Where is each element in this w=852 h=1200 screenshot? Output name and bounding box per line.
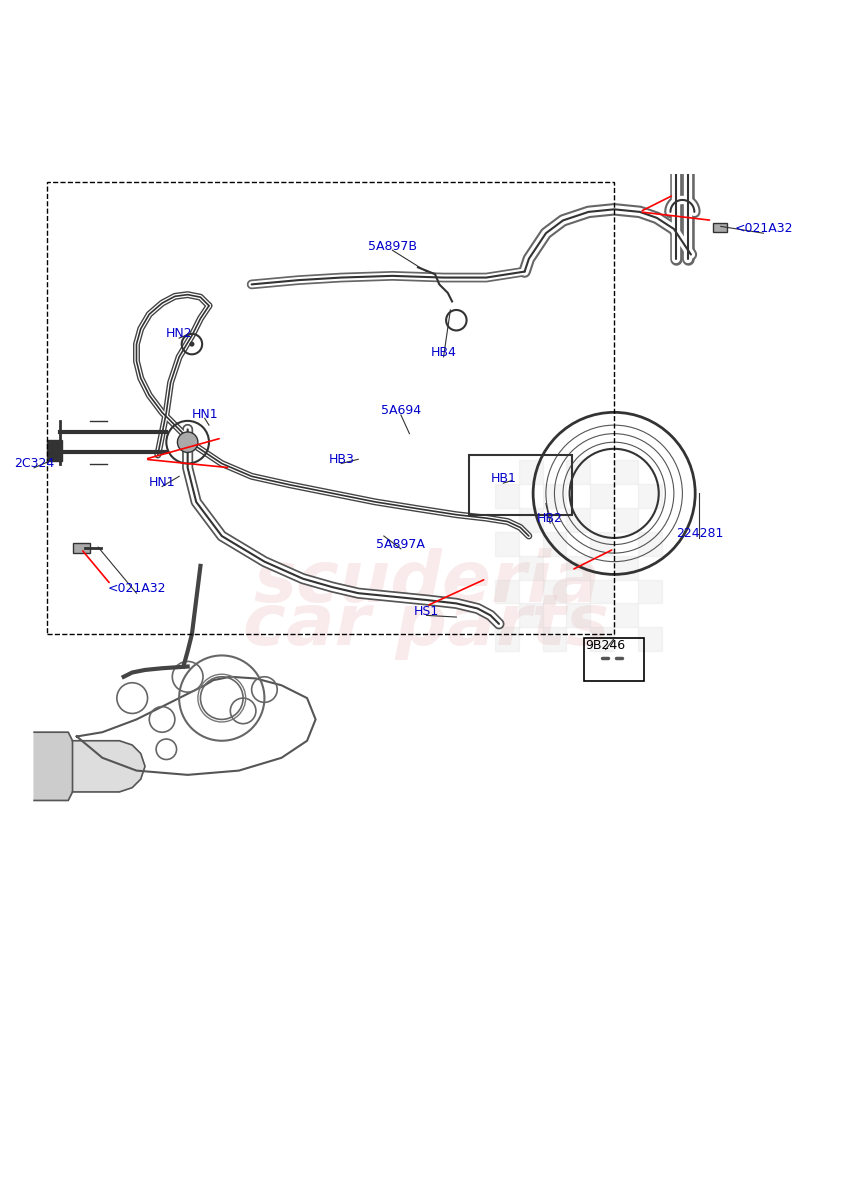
Polygon shape xyxy=(34,732,72,800)
Text: <021A32: <021A32 xyxy=(107,582,165,595)
Bar xyxy=(613,604,637,628)
Text: HB4: HB4 xyxy=(430,346,456,359)
Bar xyxy=(637,580,661,604)
Text: HB1: HB1 xyxy=(490,473,515,485)
Text: HN1: HN1 xyxy=(191,408,218,420)
Bar xyxy=(542,532,566,556)
Text: car parts: car parts xyxy=(243,592,609,660)
Bar xyxy=(590,484,613,508)
Polygon shape xyxy=(72,740,145,792)
Bar xyxy=(542,484,566,508)
Bar xyxy=(542,628,566,652)
Text: 5A897B: 5A897B xyxy=(367,240,417,252)
Text: HB2: HB2 xyxy=(537,512,562,526)
Bar xyxy=(613,556,637,580)
FancyBboxPatch shape xyxy=(72,542,89,553)
Bar xyxy=(613,460,637,484)
Text: HS1: HS1 xyxy=(413,605,439,618)
Bar xyxy=(590,628,613,652)
Text: HB3: HB3 xyxy=(328,452,354,466)
FancyBboxPatch shape xyxy=(47,439,62,461)
Bar xyxy=(494,628,518,652)
FancyBboxPatch shape xyxy=(712,223,726,232)
Bar xyxy=(518,604,542,628)
Bar xyxy=(566,604,590,628)
Text: 5A694: 5A694 xyxy=(380,404,421,418)
Bar xyxy=(494,484,518,508)
Bar xyxy=(637,628,661,652)
Bar xyxy=(518,556,542,580)
Bar xyxy=(518,460,542,484)
Bar xyxy=(542,580,566,604)
Bar xyxy=(590,580,613,604)
Bar xyxy=(494,532,518,556)
Bar xyxy=(518,508,542,532)
Bar xyxy=(590,532,613,556)
Bar xyxy=(566,460,590,484)
Bar xyxy=(613,508,637,532)
Bar xyxy=(637,532,661,556)
Text: HN1: HN1 xyxy=(148,475,176,488)
Circle shape xyxy=(189,342,194,347)
Text: 224281: 224281 xyxy=(675,527,722,540)
Text: 2C324: 2C324 xyxy=(14,457,55,470)
Text: <021A32: <021A32 xyxy=(734,222,792,235)
Text: HN2: HN2 xyxy=(165,328,193,341)
Text: scuderia: scuderia xyxy=(253,548,599,618)
Bar xyxy=(566,556,590,580)
Circle shape xyxy=(177,432,198,452)
Bar xyxy=(566,508,590,532)
Bar xyxy=(494,580,518,604)
Text: 5A897A: 5A897A xyxy=(376,538,425,551)
Text: 9B246: 9B246 xyxy=(584,638,625,652)
Bar xyxy=(637,484,661,508)
